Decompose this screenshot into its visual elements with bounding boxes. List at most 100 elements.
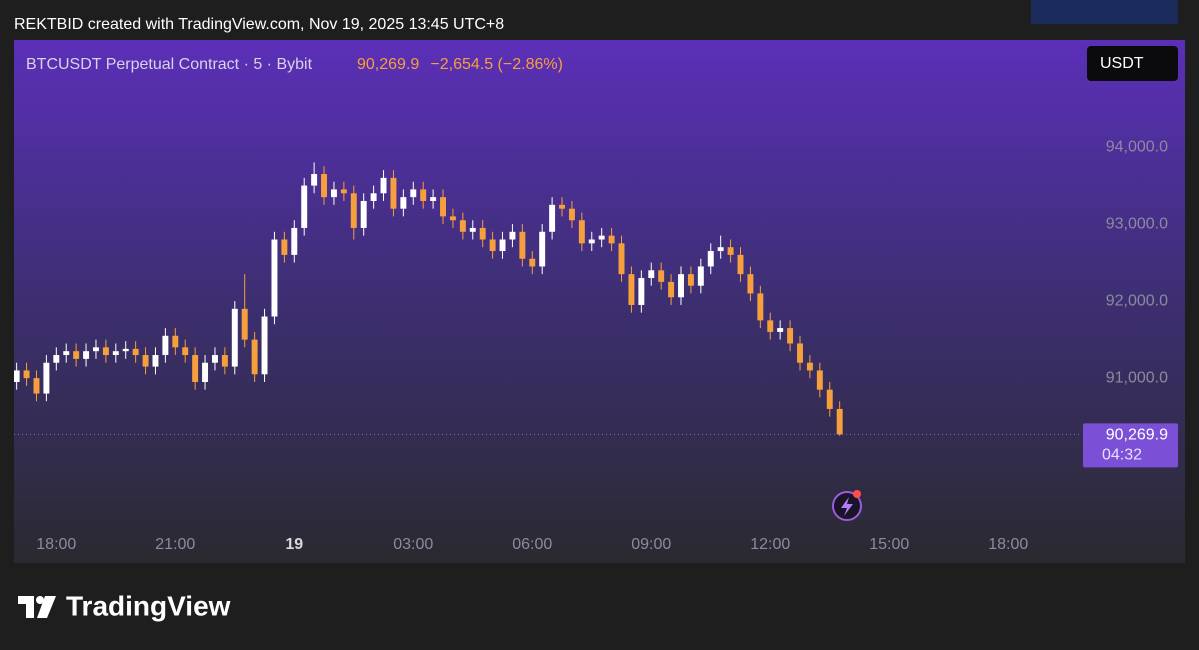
x-tick-label: 18:00 [988,536,1028,553]
candle-body [211,355,218,363]
candle-body [767,320,774,332]
candle-body [598,235,605,240]
candle-body [172,335,179,348]
countdown: 04:32 [1102,447,1142,464]
currency-button[interactable] [1087,46,1178,81]
candle-body [687,274,694,286]
candle-body [806,362,813,371]
candle-body [340,189,347,194]
candle-body [63,351,70,356]
candle-body [618,243,625,275]
y-tick-label: 93,000.0 [1106,215,1168,232]
y-tick-label: 91,000.0 [1106,369,1168,386]
last-price: 90,269.9 [357,56,419,73]
candle-body [539,231,546,267]
candle-body [836,408,843,435]
candle-body [568,208,575,221]
low-box [1031,0,1178,24]
candle-body [559,204,565,209]
candle-body [271,239,278,317]
candle-body [826,389,833,409]
last-price-axis-label: 90,269.9 [1106,427,1168,444]
candle-body [311,174,318,186]
candle-body [14,370,20,382]
chart-title: BTCUSDT Perpetual Contract · 5 · Bybit [26,56,313,73]
candle-body [122,348,129,352]
candle-body [23,370,30,379]
candle-body [370,193,377,201]
candle-body [747,274,754,294]
candle-body [440,197,447,217]
candle-body [787,328,794,344]
candle-body [717,247,724,252]
x-tick-label: 18:00 [36,536,76,553]
candle-body [797,343,803,363]
candle-body [301,185,308,228]
candle-body [469,227,476,232]
candle-body [261,316,268,375]
candle-body [499,239,506,252]
candle-body [132,348,139,356]
plot [14,162,843,436]
candle-body [83,351,90,359]
x-tick-label: 15:00 [869,536,909,553]
candle-body [449,216,456,221]
candle-body [360,200,367,228]
price-change: −2,654.5 (−2.86%) [430,56,563,73]
candle-body [231,308,238,367]
candle-body [519,231,526,259]
candle-body [549,204,556,232]
candle-body [707,251,714,267]
candle-body [291,227,298,255]
logo [18,596,56,618]
last-price-box [1083,423,1178,468]
candle-body [648,270,655,279]
candle-body [588,239,595,244]
chart-area [14,40,1185,563]
candle-body [182,347,189,356]
candle-body [241,308,248,340]
candle-body [757,293,764,321]
candle-body [678,274,684,298]
candle-body [420,189,427,201]
candle-body [112,351,119,356]
candle-body [459,220,466,232]
candle-body [251,339,258,375]
candle-body [509,231,516,240]
candle-body [400,197,407,209]
candle-body [221,355,228,367]
candle-body [152,355,159,367]
candle-body [658,270,665,282]
candle-body [330,189,337,198]
x-tick-label: 19 [285,536,303,553]
x-tick-label: 03:00 [393,536,433,553]
candle-body [43,362,50,394]
candle-body [142,355,149,367]
x-tick-label: 06:00 [512,536,552,553]
candle-body [380,177,387,194]
candle-body [737,254,744,275]
alert-icon[interactable] [832,490,862,521]
candle-body [33,378,40,394]
y-tick-label: 94,000.0 [1106,138,1168,155]
candle-body [73,351,80,359]
candle-body [628,274,635,305]
candle-body [281,239,288,255]
candle-body [727,247,734,255]
candle-body [430,197,437,201]
candle-body [202,362,209,382]
candle-body [410,189,417,198]
candle-body [816,370,823,390]
candle-body [192,355,199,382]
logo-text: TradingView [66,590,231,621]
currency[interactable]: USDT [1100,55,1144,72]
header: REKTBID created with TradingView.com, No… [14,16,504,33]
x-tick-label: 09:00 [631,536,671,553]
candle-body [638,278,645,305]
candle-body [102,347,109,356]
candle-body [578,220,585,244]
candle-body [668,281,675,298]
candle-body [321,174,328,198]
